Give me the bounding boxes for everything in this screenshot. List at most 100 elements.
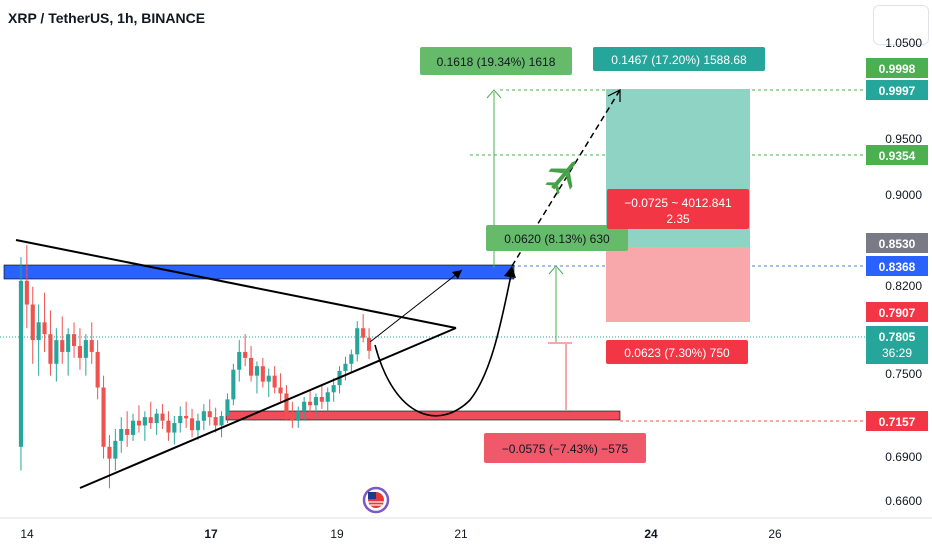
candle-body[interactable] [36, 322, 41, 341]
candle-body[interactable] [307, 401, 313, 406]
candle-body[interactable] [248, 357, 254, 376]
candle-body[interactable] [119, 429, 124, 441]
candle-body[interactable] [349, 354, 354, 364]
candle-body[interactable] [77, 346, 83, 358]
annotation-text-4: −0.0725 ~ 4012.841 [624, 196, 732, 210]
candle-body[interactable] [24, 280, 29, 305]
candle-body[interactable] [178, 415, 183, 424]
annotation-text-4b: 2.35 [666, 212, 690, 226]
candle-body[interactable] [48, 334, 53, 364]
candle-body[interactable] [89, 340, 94, 352]
candle-body[interactable] [266, 375, 271, 382]
candle-body[interactable] [237, 351, 242, 370]
scale-settings-button[interactable] [873, 5, 929, 45]
candle-body[interactable] [213, 417, 218, 426]
price-tag-box [866, 58, 928, 78]
candle-body[interactable] [125, 429, 130, 435]
candle-body[interactable] [343, 363, 348, 371]
candle-body[interactable] [195, 420, 201, 431]
price-tags: 0.9998 0.9997 0.9354 0.8530 0.8368 0.790… [866, 58, 928, 431]
candle-body[interactable] [172, 423, 177, 433]
price-tag-box [866, 145, 928, 165]
annotation-text-2: 0.1467 (17.20%) 1588.68 [611, 53, 747, 67]
candle-body[interactable] [18, 280, 24, 447]
candle-body[interactable] [101, 387, 106, 447]
candle-body[interactable] [225, 399, 230, 416]
triangle-upper-line[interactable] [15, 239, 457, 329]
y-tick-label: 0.9000 [885, 188, 922, 202]
annotation-text-5: 0.0623 (7.30%) 750 [624, 346, 730, 360]
price-tag: 0.9354 [879, 149, 916, 163]
price-tag-box [866, 302, 928, 322]
candle-body[interactable] [296, 411, 301, 421]
curved-arrowhead [504, 266, 516, 278]
candle-body[interactable] [184, 415, 189, 419]
x-tick-label: 14 [20, 527, 34, 541]
resistance-band[interactable] [3, 264, 515, 280]
candle-body[interactable] [154, 413, 159, 424]
price-tag: 0.8530 [879, 237, 916, 251]
price-tag: 0.9998 [879, 62, 916, 76]
candle-body[interactable] [113, 440, 118, 459]
candle-body[interactable] [201, 411, 206, 421]
candle-body[interactable] [254, 366, 260, 376]
candle-body[interactable] [284, 393, 289, 414]
candle-body[interactable] [325, 392, 330, 402]
time-axis[interactable]: 14 17 19 21 24 26 [20, 527, 782, 541]
candle-body[interactable] [313, 397, 319, 406]
us-flag-icon[interactable] [362, 486, 390, 514]
candle-body[interactable] [278, 387, 283, 394]
measure-arrowhead-right [548, 265, 564, 275]
candle-body[interactable] [207, 411, 212, 418]
stop-zone[interactable] [606, 247, 750, 322]
candle-body[interactable] [319, 397, 324, 402]
candle-body[interactable] [160, 413, 165, 421]
candle-body[interactable] [302, 401, 307, 412]
x-tick-label: 26 [768, 527, 782, 541]
candle-body[interactable] [60, 340, 65, 352]
annotation-text-3: 0.0620 (8.13%) 630 [504, 232, 610, 246]
candle-body[interactable] [331, 385, 336, 393]
candle-body[interactable] [42, 322, 47, 335]
annotation-box-6[interactable] [484, 433, 646, 463]
airplane-icon [545, 160, 576, 195]
curved-path-arrow [374, 269, 513, 417]
measure-arrowhead-long [486, 89, 502, 99]
annotation-box-3[interactable] [486, 225, 628, 251]
candle-body[interactable] [272, 375, 277, 388]
annotation-box-5[interactable] [606, 340, 748, 364]
candle-body[interactable] [71, 334, 77, 347]
annotation-box-2[interactable] [593, 47, 765, 71]
candle-body[interactable] [361, 328, 366, 338]
candle-body[interactable] [142, 417, 147, 426]
candle-body[interactable] [148, 417, 153, 424]
price-axis[interactable]: 1.0500 0.9500 0.9000 0.8200 0.7500 0.690… [885, 36, 922, 508]
candle-body[interactable] [107, 446, 112, 459]
candle-body[interactable] [83, 340, 88, 358]
price-tag: 0.9997 [879, 84, 916, 98]
candle-body[interactable] [136, 420, 142, 426]
candle-body[interactable] [95, 351, 100, 388]
triangle-lower-line[interactable] [79, 327, 457, 489]
candle-body[interactable] [66, 334, 71, 352]
candle-body[interactable] [366, 337, 372, 351]
candle-body[interactable] [290, 413, 295, 421]
candle-body[interactable] [243, 351, 248, 358]
price-tag-box [866, 233, 928, 253]
candle-body[interactable] [166, 420, 171, 433]
annotation-box-1[interactable] [420, 47, 572, 75]
candle-body[interactable] [231, 369, 236, 400]
countdown-timer: 36:29 [882, 346, 912, 360]
candle-body[interactable] [219, 415, 224, 426]
candle-body[interactable] [30, 304, 35, 341]
annotation-box-4[interactable] [607, 189, 749, 229]
projection-arrow [369, 269, 463, 343]
candle-body[interactable] [189, 418, 195, 431]
y-tick-label: 0.6900 [885, 450, 922, 464]
candle-body[interactable] [54, 340, 59, 364]
candle-body[interactable] [355, 328, 360, 355]
candle-body[interactable] [260, 366, 265, 382]
candle-body[interactable] [130, 420, 136, 435]
price-tag: 0.7157 [879, 415, 916, 429]
